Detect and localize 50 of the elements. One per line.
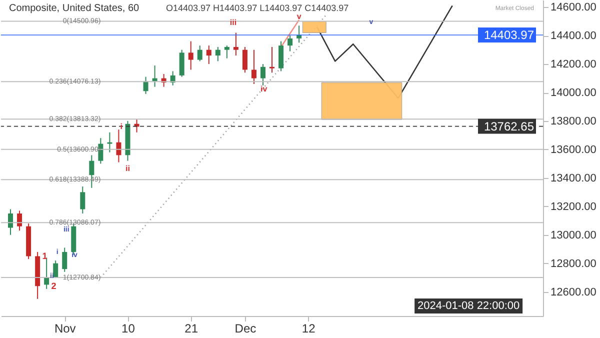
- candlestick: [62, 247, 68, 272]
- ref-line-label: 14403.97: [484, 28, 534, 42]
- x-tick-label: 10: [122, 322, 136, 336]
- chart-title: Composite, United States, 60: [9, 3, 140, 14]
- annotation: 2: [51, 280, 56, 291]
- y-tick-label: 12800.00: [550, 258, 596, 270]
- candlestick: [44, 257, 50, 290]
- candlestick: [206, 45, 212, 65]
- y-tick-label: 14600.00: [550, 2, 596, 14]
- y-tick-label: 14400.00: [550, 30, 596, 42]
- y-tick-label: 13400.00: [550, 172, 596, 184]
- annotation: i: [120, 122, 123, 132]
- y-tick-label: 14200.00: [550, 58, 596, 71]
- candlestick: [53, 260, 58, 278]
- y-tick-label: 13600.00: [550, 144, 596, 156]
- candlestick: [270, 46, 274, 74]
- annotation: 2024-01-08 22:00:00: [417, 300, 520, 312]
- candlestick: [215, 46, 220, 62]
- candlestick: [260, 64, 266, 86]
- y-tick-label: 13800.00: [550, 115, 596, 128]
- annotation: ii: [126, 164, 130, 173]
- candlestick: [224, 45, 230, 59]
- candlestick: [17, 210, 22, 232]
- annotation: iv: [260, 84, 268, 94]
- ref-line-label: 13762.65: [484, 119, 534, 134]
- annotation: O14403.97 H14403.97 L14403.97 C14403.97: [166, 3, 349, 13]
- annotation: v: [296, 12, 302, 22]
- candlestick: [107, 132, 112, 153]
- candlestick: [179, 49, 184, 78]
- candlestick: [116, 129, 122, 163]
- candlestick: [233, 32, 238, 56]
- x-tick-label: 12: [302, 322, 316, 336]
- annotation: iii: [230, 18, 237, 28]
- y-tick-label: 13000.00: [550, 229, 596, 242]
- y-tick-label: 14000.00: [550, 87, 596, 100]
- annotation: 1: [42, 251, 48, 262]
- candlestick: [242, 46, 248, 74]
- x-tick-label: 21: [184, 322, 198, 336]
- x-tick-label: Dec: [234, 322, 256, 336]
- candlestick: [8, 208, 14, 236]
- candlestick: [251, 49, 256, 84]
- candlestick: [197, 45, 202, 62]
- candlestick: [288, 35, 293, 52]
- candlestick: [278, 40, 284, 72]
- y-tick-label: 12600.00: [550, 286, 596, 298]
- candlestick: [188, 40, 194, 70]
- x-tick-label: Nov: [54, 322, 76, 336]
- candlestick: [80, 186, 86, 214]
- candlestick: [143, 76, 148, 94]
- y-tick-label: 13200.00: [550, 200, 596, 213]
